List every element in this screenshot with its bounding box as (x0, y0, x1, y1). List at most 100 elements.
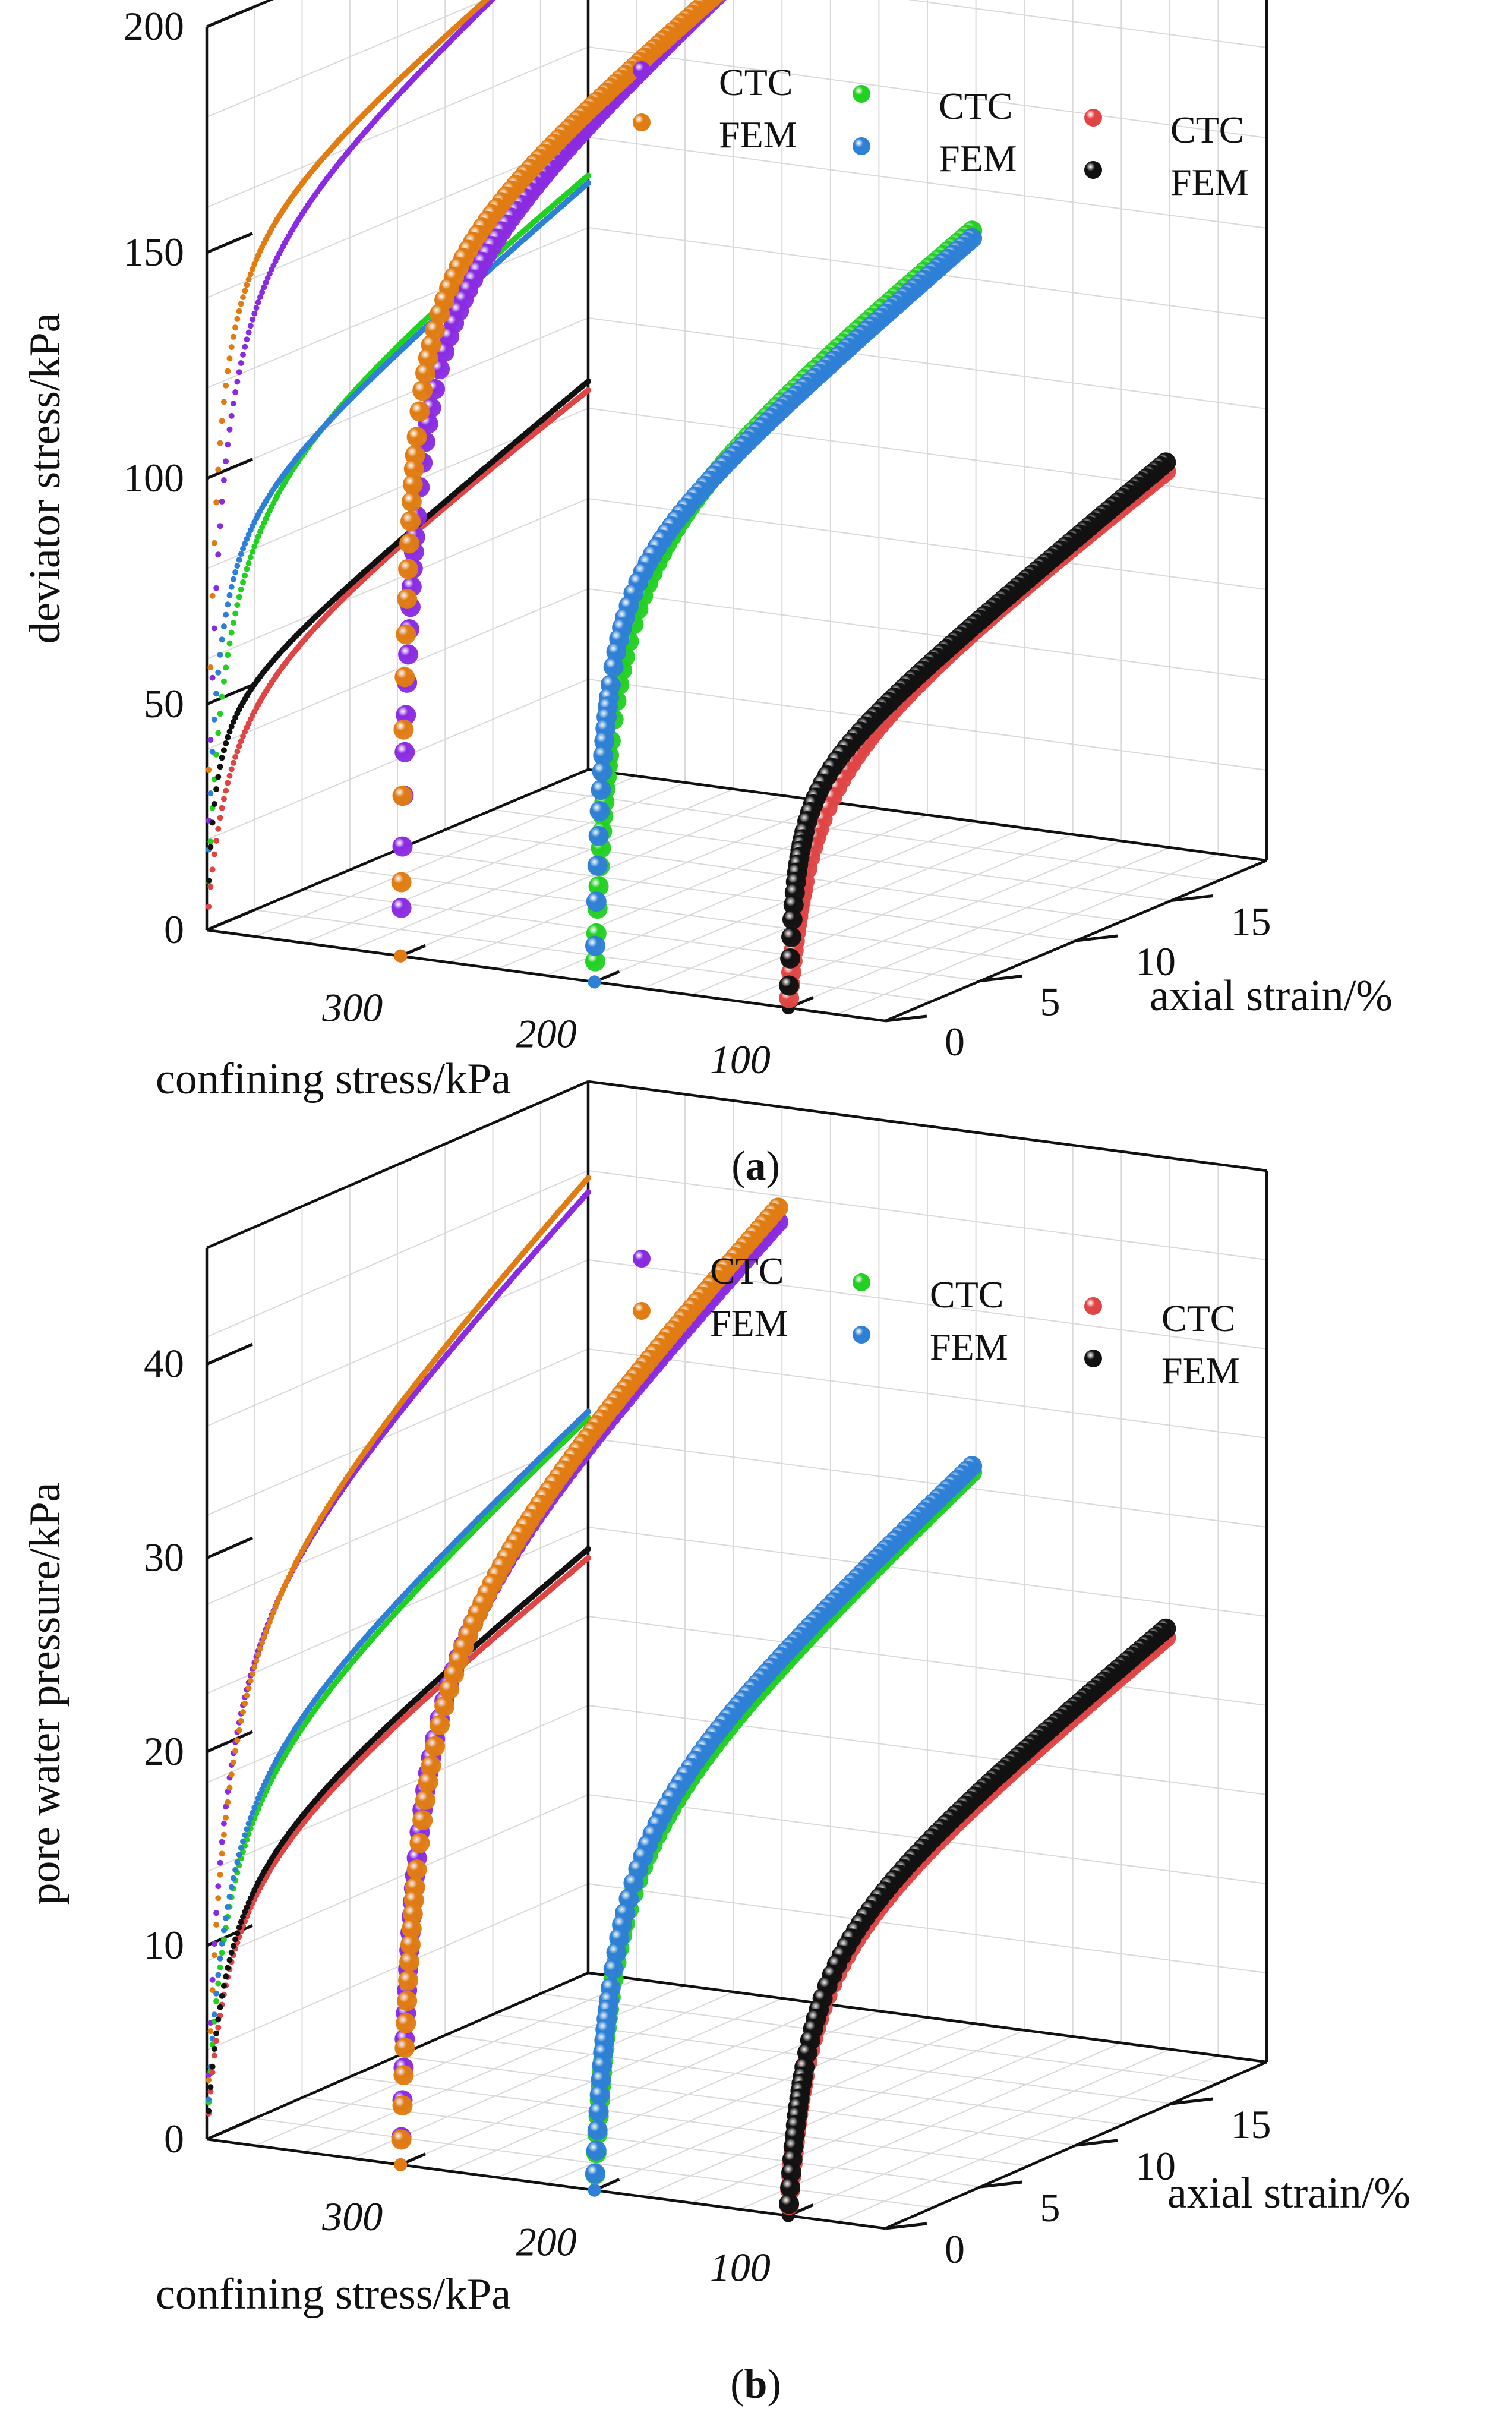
projection-point (236, 369, 242, 375)
z-tick (207, 1344, 252, 1364)
z-axis-label: deviator stress/kPa (21, 313, 70, 644)
y-axis-label: axial strain/% (1167, 2169, 1410, 2218)
projection-point (217, 1872, 223, 1878)
projection-point (217, 1860, 223, 1866)
projection-point (207, 790, 213, 796)
projection-point (221, 679, 227, 685)
projection-point (217, 1965, 223, 1970)
projection-point (231, 401, 236, 406)
data-point (393, 837, 413, 857)
projection-point (265, 1624, 271, 1630)
data-point (396, 2013, 416, 2033)
data-point (396, 625, 416, 645)
z-tick (207, 459, 252, 478)
projection-point (242, 288, 248, 294)
data-point (430, 1715, 450, 1735)
projection-point (207, 2028, 213, 2034)
projection-point (213, 2031, 219, 2036)
data-point (589, 2102, 609, 2122)
projection-point (213, 1910, 219, 1916)
projection-point (231, 1943, 236, 1949)
data-point (588, 2120, 608, 2140)
projection-point (227, 1894, 233, 1900)
projection-point (232, 1748, 238, 1754)
projection-point (238, 360, 244, 366)
projection-point (207, 664, 213, 670)
projection-point (244, 282, 250, 288)
y-tick-label: 15 (1231, 2102, 1271, 2147)
gridline (445, 2035, 1123, 2124)
projection-point (225, 652, 231, 658)
projection-point (248, 271, 254, 277)
projection-point (212, 717, 217, 723)
projection-point (217, 815, 223, 821)
data-point (393, 720, 413, 740)
floor-marker (394, 2158, 407, 2171)
projection-point (215, 551, 221, 557)
legend-marker (1084, 161, 1102, 179)
data-point (403, 474, 423, 494)
projection-point (227, 355, 233, 361)
projection-point (232, 1937, 238, 1943)
legend-marker (853, 1273, 870, 1291)
projection-point (215, 2025, 221, 2031)
series-fem-100 (779, 452, 1176, 995)
legend-label: CTC (1161, 1297, 1235, 1339)
projection-point (210, 2064, 216, 2070)
projection-point (236, 594, 242, 600)
x-tick-label: 300 (321, 985, 383, 1030)
legend-label: FEM (930, 1326, 1008, 1368)
projection-point (206, 904, 212, 910)
projection-point (585, 1175, 591, 1181)
projection-point (212, 626, 217, 632)
projection-point (261, 1634, 267, 1640)
projection-point (585, 387, 591, 393)
projection-point (206, 767, 212, 773)
data-point (434, 1696, 454, 1716)
projection-point (227, 641, 233, 647)
data-point (394, 2038, 415, 2058)
projection-point (236, 1727, 242, 1733)
projection-point (585, 172, 591, 178)
data-point (398, 1970, 418, 1991)
projection-point (225, 780, 231, 786)
projection-point (206, 878, 212, 884)
projection-point (217, 711, 223, 717)
projection-point (227, 729, 233, 734)
projection-point (225, 368, 231, 374)
projection-point (215, 1972, 221, 1978)
projection-point (213, 1922, 219, 1928)
projection-point (259, 1640, 265, 1646)
legend-label: FEM (1161, 1350, 1240, 1392)
z-tick-label: 20 (144, 1729, 184, 1774)
legend-label: FEM (719, 113, 797, 156)
data-point (392, 898, 412, 918)
projection-point (255, 1651, 261, 1657)
projection-point (212, 852, 217, 857)
legend-marker (1084, 1350, 1102, 1367)
projection-point (213, 838, 219, 844)
projection-point (250, 317, 255, 323)
legend-label: FEM (710, 1302, 788, 1344)
legend-marker (1084, 109, 1102, 127)
data-point (393, 786, 413, 806)
projection-ctc (206, 387, 591, 910)
projection-point (234, 1859, 240, 1865)
projection-point (238, 1845, 244, 1851)
data-point (407, 427, 427, 447)
projection-point (210, 1977, 216, 1983)
projection-point (236, 557, 242, 563)
legend-label: CTC (1170, 109, 1244, 151)
projection-point (251, 1664, 257, 1670)
projection-point (212, 540, 217, 546)
projection-point (248, 1678, 254, 1683)
projection-point (229, 630, 235, 636)
projection-point (248, 1815, 254, 1821)
data-point (400, 1935, 421, 1955)
projection-point (223, 1815, 229, 1821)
caption-b: (b) (730, 2362, 781, 2407)
projection-point (217, 652, 223, 658)
projection-point (225, 734, 231, 740)
